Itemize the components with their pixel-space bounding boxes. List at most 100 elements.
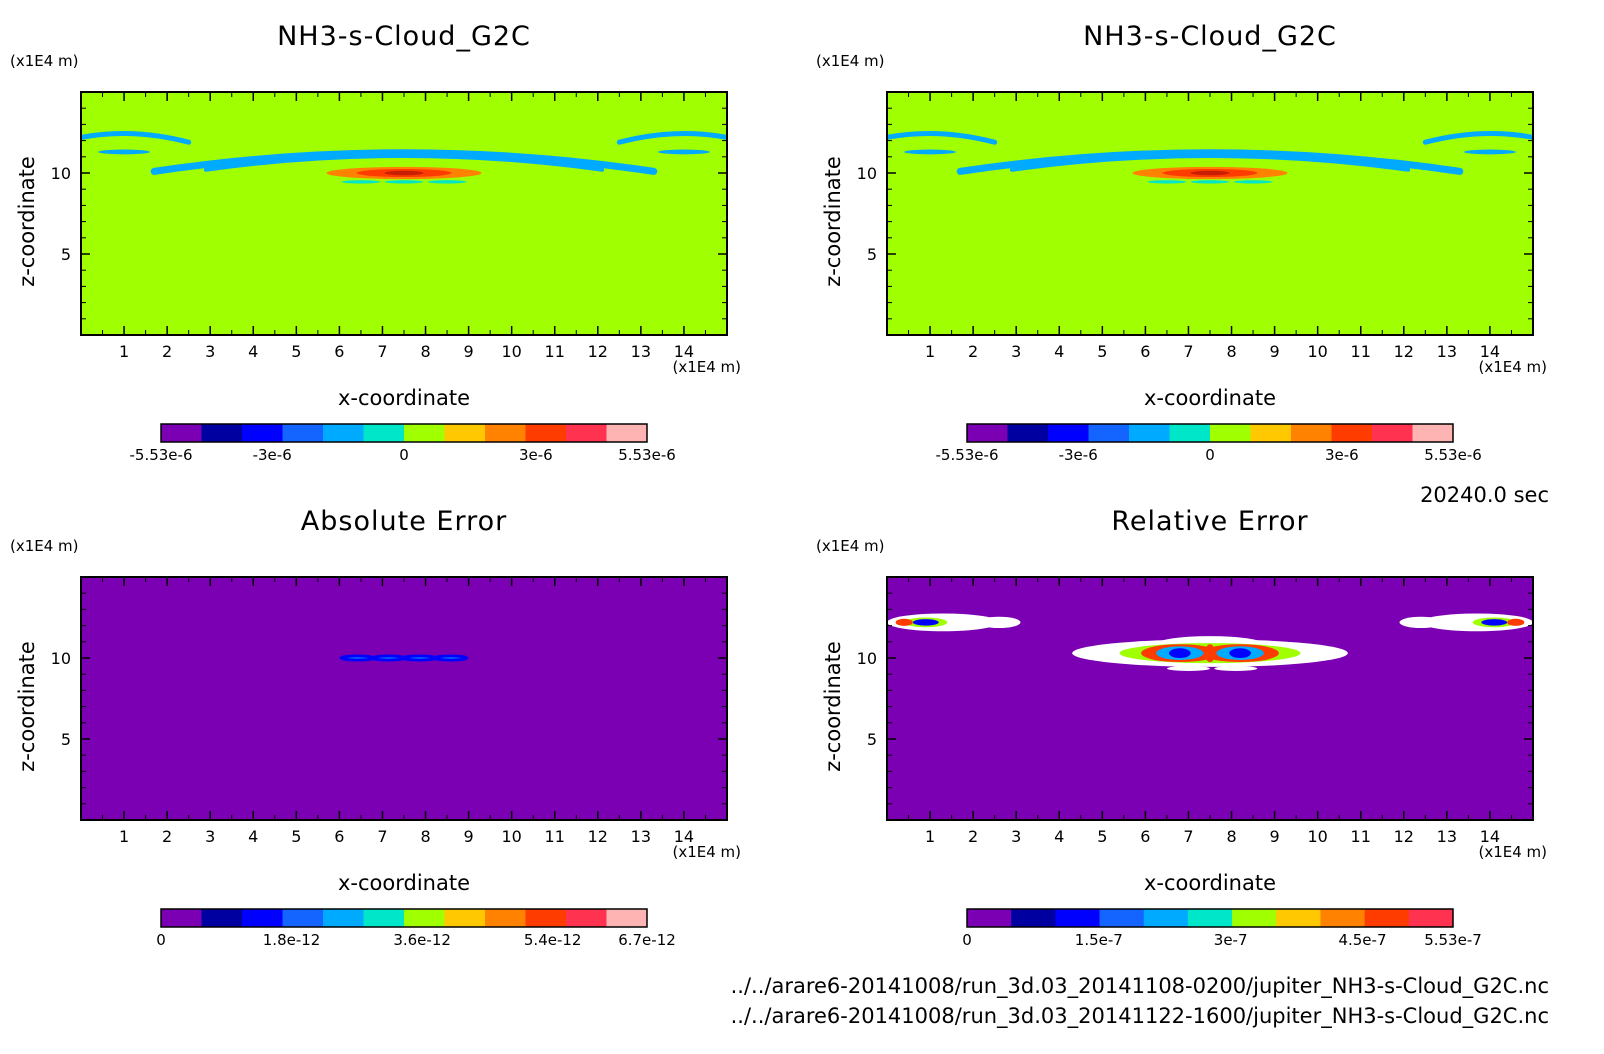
panel-1: NH3-s-Cloud_G2C(x1E4 m)(x1E4 m)1 2 3 4 5 6 7 8 9… <box>10 21 741 464</box>
y-tick-label: 5 <box>61 245 71 264</box>
x-unit-label: (x1E4 m) <box>1478 358 1547 376</box>
x-tick-label: 1 <box>119 342 129 361</box>
field-blob-blue-left <box>1169 648 1191 658</box>
x-axis-label: x-coordinate <box>338 386 470 410</box>
colorbar-bin <box>1331 424 1373 442</box>
colorbar-bin <box>444 424 486 442</box>
x-axis-label: x-coordinate <box>1144 386 1276 410</box>
colorbar-bin <box>161 909 202 927</box>
field-edge-patch-drop <box>98 149 150 155</box>
x-tick-label: 14 <box>1480 342 1500 361</box>
colorbar-tick-label: -3e-6 <box>1059 446 1098 464</box>
x-tick-label: 12 <box>1394 827 1414 846</box>
field-bead <box>370 654 407 662</box>
colorbar-bin <box>242 424 283 442</box>
colorbar-bin <box>1099 909 1145 927</box>
colorbar-tick-label: 5.53e-6 <box>1424 446 1482 464</box>
colorbar-bin <box>1291 424 1332 442</box>
colorbar-tick-label: 3.6e-12 <box>393 931 451 949</box>
x-tick-label: 9 <box>1270 342 1280 361</box>
y-unit-label: (x1E4 m) <box>816 537 885 555</box>
x-tick-label: 12 <box>588 827 608 846</box>
x-tick-label: 7 <box>1183 342 1193 361</box>
colorbar-bin <box>485 909 526 927</box>
colorbar-bin <box>282 909 324 927</box>
x-tick-label: 3 <box>1011 342 1021 361</box>
x-tick-label: 13 <box>1437 827 1457 846</box>
colorbar-tick-label: 6.7e-12 <box>618 931 676 949</box>
x-unit-label: (x1E4 m) <box>672 843 741 861</box>
field-edge-blob-blue <box>1481 619 1508 626</box>
y-axis-label: z-coordinate <box>821 641 845 772</box>
colorbar-bin <box>1129 424 1170 442</box>
panel-title: Absolute Error <box>301 506 507 537</box>
field-bead <box>401 654 438 662</box>
x-tick-label: 13 <box>631 342 651 361</box>
field-edge-blob-blue <box>912 619 939 626</box>
colorbar-bin <box>967 909 1012 927</box>
y-unit-label: (x1E4 m) <box>10 52 79 70</box>
colorbar-tick-label: 3e-6 <box>1325 446 1359 464</box>
x-tick-label: 12 <box>588 342 608 361</box>
x-tick-label: 4 <box>248 342 258 361</box>
colorbar-bin <box>323 909 364 927</box>
field-core-drop <box>384 180 424 184</box>
colorbar-bin <box>242 909 283 927</box>
x-axis-label: x-coordinate <box>1144 871 1276 895</box>
x-tick-label: 8 <box>420 342 430 361</box>
panel-title: NH3-s-Cloud_G2C <box>1083 21 1337 52</box>
colorbar-bin <box>1011 909 1056 927</box>
field-features <box>339 654 469 662</box>
x-tick-label: 5 <box>1097 342 1107 361</box>
field-edge-patch-drop <box>658 149 710 155</box>
colorbar-bin <box>404 909 445 927</box>
panel-3: Absolute Error(x1E4 m)(x1E4 m)1 2 3 4 5 6 7 8 9 1… <box>10 506 741 949</box>
field-edge-patch <box>1422 131 1533 145</box>
y-tick-label: 10 <box>51 164 71 183</box>
x-tick-label: 6 <box>1140 827 1150 846</box>
colorbar-tick-label: 3e-6 <box>519 446 553 464</box>
x-tick-label: 3 <box>205 342 215 361</box>
x-tick-label: 7 <box>377 827 387 846</box>
colorbar-bin <box>1372 424 1413 442</box>
x-tick-label: 10 <box>1307 827 1327 846</box>
file-path-1: ../../arare6-20141008/run_3d.03_20141108… <box>730 974 1549 998</box>
field-edge-blob-red <box>1507 618 1525 626</box>
field-features <box>81 131 727 184</box>
colorbar-tick-label: -3e-6 <box>253 446 292 464</box>
field-bead <box>432 654 469 662</box>
field-core-inner <box>384 170 424 176</box>
colorbar-bin <box>444 909 486 927</box>
x-tick-label: 4 <box>1054 342 1064 361</box>
colorbar-frame <box>160 908 648 928</box>
x-tick-label: 7 <box>1183 827 1193 846</box>
plot-field <box>887 577 1533 820</box>
x-tick-label: 3 <box>1011 827 1021 846</box>
x-tick-label: 5 <box>291 342 301 361</box>
field-edge-patch <box>616 131 727 145</box>
x-tick-label: 5 <box>291 827 301 846</box>
field-edge-blob-white <box>1399 616 1443 629</box>
colorbar-bin <box>1210 424 1251 442</box>
field-core-drop <box>1233 180 1273 184</box>
field-edge-blob-white <box>977 616 1021 629</box>
colorbar-bin <box>606 909 648 927</box>
x-tick-label: 2 <box>968 342 978 361</box>
field-arc <box>150 149 658 175</box>
x-tick-label: 1 <box>925 342 935 361</box>
colorbar-tick-label: 0 <box>156 931 166 949</box>
colorbar-tick-label: 5.53e-7 <box>1424 931 1482 949</box>
x-tick-label: 8 <box>420 827 430 846</box>
x-tick-label: 9 <box>1270 827 1280 846</box>
field-blob-center <box>1204 644 1216 663</box>
y-tick-label: 10 <box>857 164 877 183</box>
field-core-inner <box>1190 170 1230 176</box>
x-tick-label: 2 <box>162 827 172 846</box>
colorbar-bin <box>1250 424 1292 442</box>
x-tick-label: 7 <box>377 342 387 361</box>
panel-title: NH3-s-Cloud_G2C <box>277 21 531 52</box>
colorbar-bin <box>363 909 405 927</box>
x-tick-label: 4 <box>1054 827 1064 846</box>
x-tick-label: 8 <box>1226 342 1236 361</box>
x-tick-label: 2 <box>162 342 172 361</box>
